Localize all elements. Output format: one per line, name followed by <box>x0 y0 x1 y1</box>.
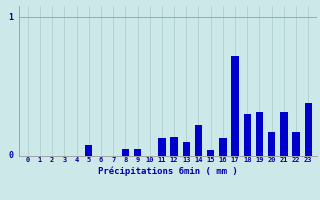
Bar <box>305 103 312 156</box>
Bar <box>183 142 190 156</box>
Bar <box>268 132 275 156</box>
Bar <box>231 56 239 156</box>
X-axis label: Précipitations 6min ( mm ): Précipitations 6min ( mm ) <box>98 166 238 176</box>
Bar <box>292 132 300 156</box>
Bar <box>171 137 178 156</box>
Bar <box>158 138 165 156</box>
Bar <box>244 114 251 156</box>
Text: 0: 0 <box>8 152 13 160</box>
Bar <box>195 125 202 156</box>
Bar <box>207 150 214 156</box>
Bar <box>280 112 288 156</box>
Bar <box>85 145 92 156</box>
Bar <box>122 149 129 156</box>
Bar <box>256 112 263 156</box>
Bar <box>219 138 227 156</box>
Text: 1: 1 <box>8 13 13 22</box>
Bar <box>134 149 141 156</box>
